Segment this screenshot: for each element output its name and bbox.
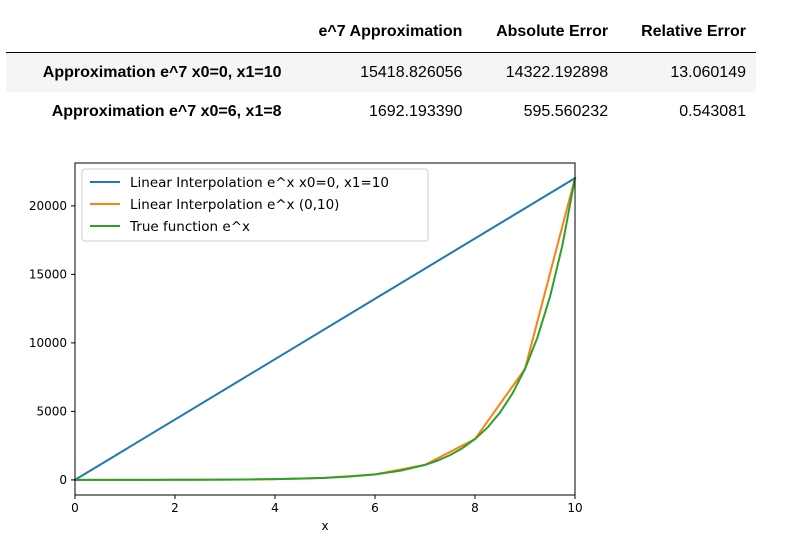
- plot-frame: [74, 162, 576, 496]
- series-line-0: [73, 176, 577, 482]
- table-cell: 14322.192898: [505, 63, 609, 81]
- x-tick-label: 10: [567, 501, 582, 515]
- table-cell: 1692.193390: [368, 102, 463, 120]
- legend-box: [81, 168, 429, 242]
- x-axis-label: x: [321, 519, 328, 533]
- legend: Linear Interpolation e^x x0=0, x1=10 Line…: [81, 168, 429, 242]
- y-tick-label: 20000: [29, 199, 67, 213]
- table-row: Approximation e^7 x0=0, x1=10 15418.8260…: [6, 52, 756, 92]
- line-chart: 0 2 4 6 8 10 0 5000 10000 15000 20000 x Linear Int…: [29, 162, 583, 533]
- table-corner-cell: [6, 12, 292, 53]
- x-tick-label: 6: [371, 501, 379, 515]
- y-tick-label: 5000: [36, 404, 67, 418]
- table-header-row: e^7 Approximation Absolute Error Relativ…: [6, 12, 756, 53]
- column-header: Absolute Error: [472, 12, 619, 53]
- y-tick-label: 10000: [29, 336, 67, 350]
- table-cell: 595.560232: [523, 102, 609, 120]
- table-cell: 15418.826056: [360, 63, 463, 81]
- legend-entry: Linear Interpolation e^x x0=0, x1=10: [130, 175, 389, 191]
- row-label: Approximation e^7 x0=0, x1=10: [42, 63, 282, 81]
- row-label: Approximation e^7 x0=6, x1=8: [51, 102, 282, 120]
- column-header: Relative Error: [618, 12, 756, 53]
- axis-layer: 0 2 4 6 8 10 0 5000 10000 15000 20000: [29, 199, 583, 515]
- y-tick-label: 15000: [29, 267, 67, 281]
- x-tick-label: 4: [271, 501, 279, 515]
- series-layer: [73, 176, 577, 482]
- table-row: Approximation e^7 x0=6, x1=8 1692.193390…: [6, 92, 756, 131]
- y-tick-label: 0: [59, 473, 67, 487]
- x-tick-label: 0: [71, 501, 79, 515]
- legend-entry: Linear Interpolation e^x (0,10): [130, 197, 339, 213]
- results-table: e^7 Approximation Absolute Error Relativ…: [6, 12, 756, 131]
- x-tick-label: 8: [471, 501, 479, 515]
- legend-entry: True function e^x: [129, 219, 250, 235]
- column-header: e^7 Approximation: [291, 12, 473, 53]
- table-cell: 0.543081: [679, 102, 746, 120]
- x-tick-label: 2: [171, 501, 179, 515]
- series-line-2: [73, 176, 577, 481]
- table-cell: 13.060149: [670, 63, 746, 81]
